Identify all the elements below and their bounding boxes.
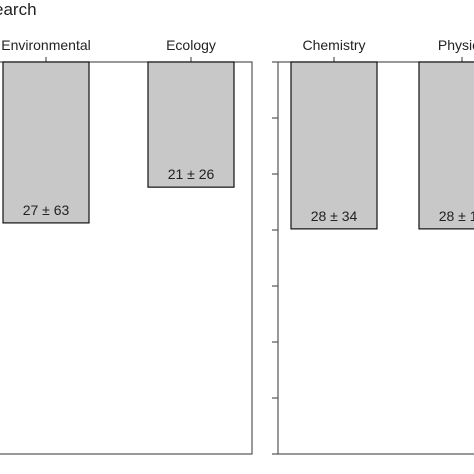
data-label: 21 ± 26 xyxy=(168,166,215,182)
data-label: 28 ± 34 xyxy=(311,208,358,224)
bar xyxy=(418,61,474,230)
bar xyxy=(290,61,378,230)
category-label: Chemistry xyxy=(302,37,365,53)
bar xyxy=(147,61,235,188)
category-label: Ecology xyxy=(166,37,216,53)
panel-frame xyxy=(0,61,253,455)
panels: Environmental 27 ± 63 Ecology 21 ± 26 Chemis… xyxy=(0,37,474,455)
bar xyxy=(2,61,90,224)
panel-2: Chemistry 28 ± 34 Physics 28 ± 19 xyxy=(272,37,474,455)
chart-title: earch xyxy=(0,0,37,19)
panel-frame xyxy=(277,61,474,455)
panel-1: Environmental 27 ± 63 Ecology 21 ± 26 xyxy=(0,37,253,455)
category-label: Physics xyxy=(438,37,474,53)
data-label: 28 ± 19 xyxy=(439,208,474,224)
category-label: Environmental xyxy=(1,37,91,53)
data-label: 27 ± 63 xyxy=(23,202,70,218)
